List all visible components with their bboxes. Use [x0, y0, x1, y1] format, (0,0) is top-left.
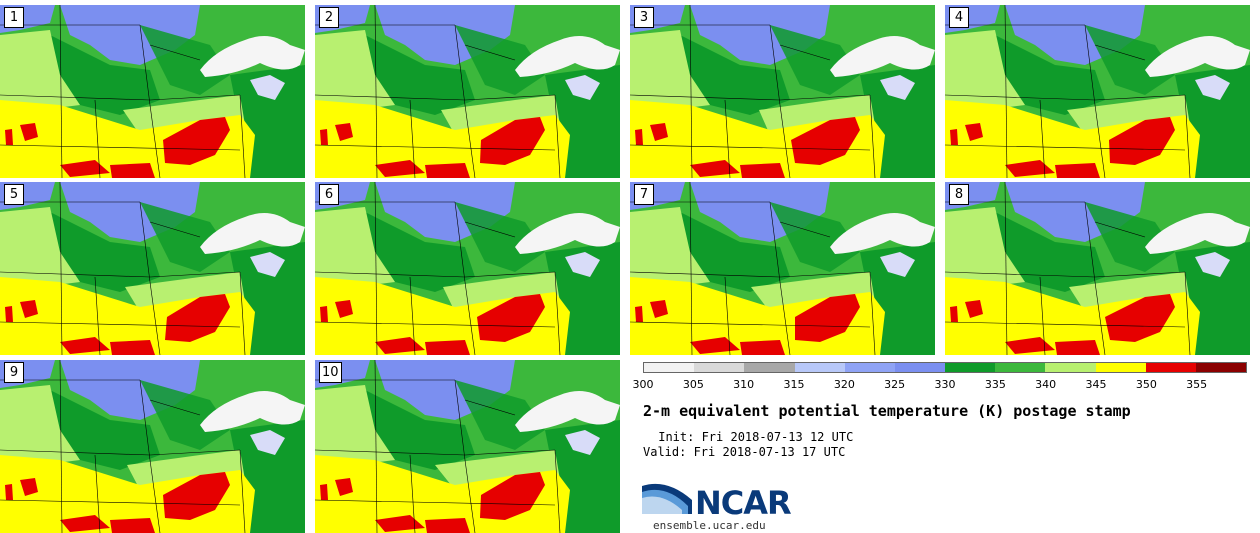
- colorbar-tick-label: 330: [934, 378, 956, 391]
- colorbar-swatch: [644, 363, 695, 372]
- map-panel: 6: [315, 182, 620, 355]
- colorbar-swatch: [945, 363, 996, 372]
- colorbar-tick-label: 305: [682, 378, 704, 391]
- colorbar-tick-labels: 300 305 310 315 320 325 330 335 340 345 350 355: [633, 378, 1247, 394]
- ensemble-member-label: 10: [319, 362, 342, 383]
- colorbar-tick-label: 355: [1186, 378, 1208, 391]
- colorbar-tick-label: 335: [984, 378, 1006, 391]
- colorbar-tick-label: 350: [1135, 378, 1157, 391]
- init-time: Init: Fri 2018-07-13 12 UTC: [651, 430, 854, 444]
- map-panel: 4: [945, 5, 1250, 178]
- ensemble-member-label: 1: [4, 7, 24, 28]
- chart-title: 2-m equivalent potential temperature (K)…: [643, 402, 1131, 420]
- colorbar-swatch: [844, 363, 895, 372]
- colorbar-tick-label: 310: [733, 378, 755, 391]
- map-panel: 1: [0, 5, 305, 178]
- colorbar-tick-label: 315: [783, 378, 805, 391]
- colorbar-swatch: [694, 363, 745, 372]
- site-url[interactable]: ensemble.ucar.edu: [653, 519, 766, 532]
- ensemble-member-label: 3: [634, 7, 654, 28]
- colorbar-swatch: [1195, 363, 1247, 372]
- ensemble-member-label: 6: [319, 184, 339, 205]
- map-panel: 7: [630, 182, 935, 355]
- colorbar-tick-label: 340: [1035, 378, 1057, 391]
- map-panel: 3: [630, 5, 935, 178]
- ensemble-member-label: 9: [4, 362, 24, 383]
- map-panel: 2: [315, 5, 620, 178]
- colorbar-swatch: [744, 363, 795, 372]
- valid-time: Valid: Fri 2018-07-13 17 UTC: [643, 445, 846, 459]
- colorbar-swatch: [1045, 363, 1096, 372]
- ensemble-member-label: 2: [319, 7, 339, 28]
- ncar-logo-icon: [642, 483, 692, 514]
- colorbar-swatch: [794, 363, 845, 372]
- colorbar-swatch: [894, 363, 946, 372]
- map-panel: 5: [0, 182, 305, 355]
- colorbar-tick-label: 300: [632, 378, 654, 391]
- map-panel: 8: [945, 182, 1250, 355]
- colorbar-tick-label: 345: [1085, 378, 1107, 391]
- colorbar-swatch: [995, 363, 1046, 372]
- ensemble-member-label: 4: [949, 7, 969, 28]
- ensemble-member-label: 8: [949, 184, 969, 205]
- colorbar-swatch: [1145, 363, 1196, 372]
- colorbar-swatch: [1095, 363, 1146, 372]
- map-panel: 9: [0, 360, 305, 533]
- map-panel: 10: [315, 360, 620, 533]
- colorbar-tick-label: 325: [884, 378, 906, 391]
- ensemble-member-label: 7: [634, 184, 654, 205]
- ensemble-member-label: 5: [4, 184, 24, 205]
- colorbar-tick-label: 320: [833, 378, 855, 391]
- logo-text: NCAR: [695, 484, 792, 522]
- colorbar: [643, 362, 1247, 373]
